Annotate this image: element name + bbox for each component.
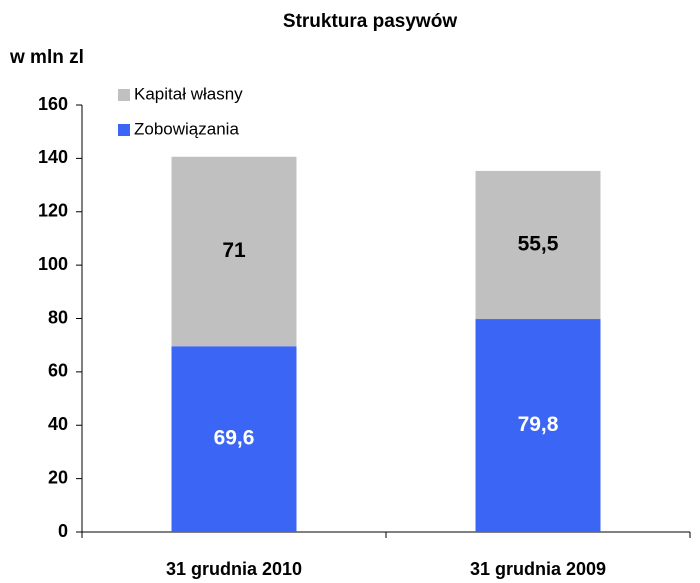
y-tick-label: 0 xyxy=(58,521,68,541)
y-tick-label: 160 xyxy=(38,94,68,114)
bar-segment xyxy=(475,319,601,532)
data-label: 71 xyxy=(222,239,246,262)
chart-title: Struktura pasywów xyxy=(283,11,457,32)
data-label: 55,5 xyxy=(518,233,559,256)
y-tick-label: 140 xyxy=(38,147,68,167)
legend-swatch xyxy=(118,124,130,136)
data-label: 79,8 xyxy=(518,413,559,436)
legend-swatch xyxy=(118,89,130,101)
y-tick-label: 40 xyxy=(48,414,68,434)
y-axis-label: w mln zl xyxy=(9,47,84,68)
y-tick-label: 60 xyxy=(48,361,68,381)
bar-segment xyxy=(171,156,297,347)
x-tick-label: 31 grudnia 2010 xyxy=(166,559,302,579)
legend-label: Kapitał własny xyxy=(134,84,243,103)
bar-segment xyxy=(475,170,601,320)
y-tick-label: 100 xyxy=(38,254,68,274)
data-label: 69,6 xyxy=(214,427,255,450)
bar-segment xyxy=(171,346,297,532)
y-tick-label: 120 xyxy=(38,201,68,221)
y-tick-label: 80 xyxy=(48,307,68,327)
x-tick-label: 31 grudnia 2009 xyxy=(470,559,606,579)
legend-label: Zobowiązania xyxy=(134,119,239,138)
y-tick-label: 20 xyxy=(48,467,68,487)
